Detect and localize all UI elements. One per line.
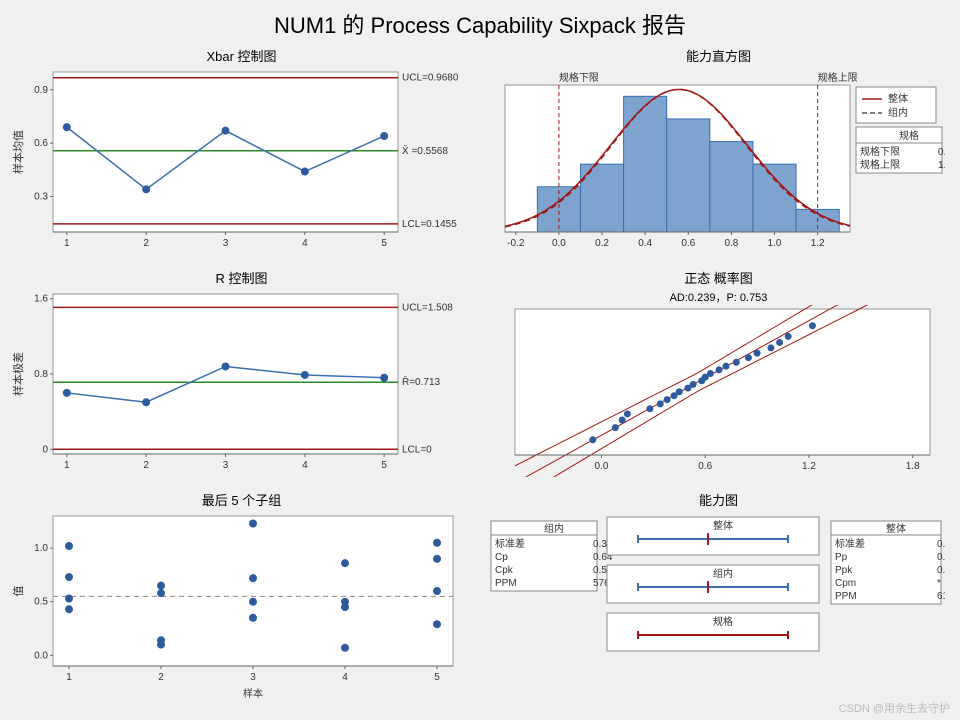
xbar-chart: 0.3 0.6 0.9 1 2 3 4 5 样本均值 UCL=0.9680 X̄ =0.5568 LC… [8, 67, 468, 257]
svg-text:LCL=0: LCL=0 [402, 444, 432, 455]
svg-text:4: 4 [302, 238, 308, 249]
svg-text:标准差: 标准差 [495, 537, 525, 550]
svg-text:2: 2 [158, 672, 164, 683]
svg-text:LCL=0.1455: LCL=0.1455 [402, 219, 457, 230]
svg-text:4: 4 [342, 672, 348, 683]
last5-panel: 最后 5 个子组 0.0 0.5 1.0 1 2 3 4 5 值样本 [8, 490, 475, 706]
svg-text:0.0: 0.0 [938, 147, 945, 158]
prob-subtitle: AD:0.239，P: 0.753 [485, 289, 952, 305]
hist-panel: 能力直方图 规格下限规格上限-0.20.00.20.40.60.81.01.2整… [485, 46, 952, 262]
hist-chart: 规格下限规格上限-0.20.00.20.40.60.81.01.2整体组内规格规… [485, 67, 945, 257]
svg-text:规格下限: 规格下限 [559, 71, 599, 84]
r-panel: R 控制图 0 0.8 1.6 1 2 3 4 5 样本极差 UCL=1.508 R̄=0.713 L… [8, 268, 475, 484]
svg-text:1.2: 1.2 [802, 461, 816, 472]
svg-text:规格: 规格 [713, 615, 733, 628]
svg-text:UCL=0.9680: UCL=0.9680 [402, 73, 459, 84]
svg-text:0.63: 0.63 [937, 552, 945, 563]
svg-text:1.2: 1.2 [811, 238, 825, 249]
svg-text:规格上限: 规格上限 [818, 71, 858, 84]
svg-text:样本极差: 样本极差 [11, 352, 25, 396]
svg-text:0.9: 0.9 [34, 85, 48, 96]
svg-text:3: 3 [250, 672, 256, 683]
r-chart: 0 0.8 1.6 1 2 3 4 5 样本极差 UCL=1.508 R̄=0.713 LCL=0 [8, 289, 468, 479]
svg-text:1.0: 1.0 [768, 238, 782, 249]
watermark: CSDN @用余生去守护 [839, 700, 950, 716]
svg-text:0.2: 0.2 [595, 238, 609, 249]
svg-text:样本均值: 样本均值 [11, 130, 25, 174]
svg-text:3: 3 [223, 460, 229, 471]
svg-text:整体: 整体 [886, 522, 906, 535]
cap-chart: 组内标准差0.3131Cp0.64Cpk0.59PPM57686.59整体标准差… [485, 511, 945, 701]
svg-text:0.4: 0.4 [638, 238, 652, 249]
svg-text:-0.2: -0.2 [507, 238, 525, 249]
svg-text:5: 5 [381, 238, 387, 249]
svg-text:0.0: 0.0 [595, 461, 609, 472]
svg-text:1.2: 1.2 [938, 160, 945, 171]
svg-text:2: 2 [143, 460, 149, 471]
r-title: R 控制图 [8, 268, 475, 287]
svg-text:2: 2 [143, 238, 149, 249]
svg-text:1: 1 [64, 238, 70, 249]
cap-title: 能力图 [485, 490, 952, 509]
svg-text:0.3: 0.3 [34, 191, 48, 202]
svg-text:UCL=1.508: UCL=1.508 [402, 302, 453, 313]
svg-text:0: 0 [42, 444, 48, 455]
svg-text:0.8: 0.8 [724, 238, 738, 249]
cap-panel: 能力图 组内标准差0.3131Cp0.64Cpk0.59PPM57686.59整… [485, 490, 952, 706]
svg-text:0.58: 0.58 [937, 565, 945, 576]
last5-title: 最后 5 个子组 [8, 490, 475, 509]
svg-text:1: 1 [66, 672, 72, 683]
chart-grid: Xbar 控制图 0.3 0.6 0.9 1 2 3 4 5 样本均值 UCL=0.9680 X̄ … [8, 46, 952, 701]
main-title: NUM1 的 Process Capability Sixpack 报告 [8, 8, 952, 40]
svg-text:规格下限: 规格下限 [860, 145, 900, 158]
xbar-title: Xbar 控制图 [8, 46, 475, 65]
svg-text:1: 1 [64, 460, 70, 471]
prob-panel: 正态 概率图 AD:0.239，P: 0.753 0.0 0.6 1.2 1.8 [485, 268, 952, 484]
svg-text:样本: 样本 [243, 687, 263, 700]
svg-text:*: * [937, 578, 941, 589]
svg-text:3: 3 [223, 238, 229, 249]
hist-title: 能力直方图 [485, 46, 952, 65]
svg-text:Cpk: Cpk [495, 565, 514, 576]
svg-text:PPM: PPM [835, 591, 857, 602]
svg-text:R̄=0.713: R̄=0.713 [402, 376, 441, 389]
svg-text:1.6: 1.6 [34, 294, 48, 305]
svg-text:0.6: 0.6 [34, 138, 48, 149]
svg-text:Pp: Pp [835, 552, 848, 563]
svg-text:X̄ =0.5568: X̄ =0.5568 [402, 144, 448, 157]
svg-text:规格上限: 规格上限 [860, 158, 900, 171]
svg-text:1.0: 1.0 [34, 543, 48, 554]
svg-text:0.8: 0.8 [34, 369, 48, 380]
svg-text:组内: 组内 [544, 522, 564, 535]
svg-text:规格: 规格 [899, 129, 919, 142]
svg-text:0.6: 0.6 [681, 238, 695, 249]
svg-text:0.0: 0.0 [552, 238, 566, 249]
svg-text:Ppk: Ppk [835, 565, 853, 576]
svg-text:值: 值 [12, 586, 25, 597]
report-container: NUM1 的 Process Capability Sixpack 报告 Xba… [0, 0, 960, 720]
svg-text:PPM: PPM [495, 578, 517, 589]
prob-title: 正态 概率图 [485, 268, 952, 287]
svg-text:整体: 整体 [713, 519, 733, 532]
svg-text:组内: 组内 [888, 106, 908, 119]
svg-text:5: 5 [434, 672, 440, 683]
xbar-panel: Xbar 控制图 0.3 0.6 0.9 1 2 3 4 5 样本均值 UCL=0.9680 X̄ … [8, 46, 475, 262]
svg-text:Cp: Cp [495, 552, 508, 563]
prob-chart: 0.0 0.6 1.2 1.8 [485, 305, 945, 477]
svg-text:Cpm: Cpm [835, 578, 856, 589]
svg-text:5: 5 [381, 460, 387, 471]
svg-text:0.5: 0.5 [34, 597, 48, 608]
last5-chart: 0.0 0.5 1.0 1 2 3 4 5 值样本 [8, 511, 468, 701]
svg-text:61859.29: 61859.29 [937, 591, 945, 602]
svg-text:1.8: 1.8 [906, 461, 920, 472]
svg-text:组内: 组内 [713, 567, 733, 580]
svg-text:整体: 整体 [888, 92, 908, 105]
svg-text:0.3184: 0.3184 [937, 539, 945, 550]
svg-text:0.6: 0.6 [698, 461, 712, 472]
svg-text:标准差: 标准差 [835, 537, 865, 550]
svg-text:4: 4 [302, 460, 308, 471]
svg-text:0.0: 0.0 [34, 650, 48, 661]
